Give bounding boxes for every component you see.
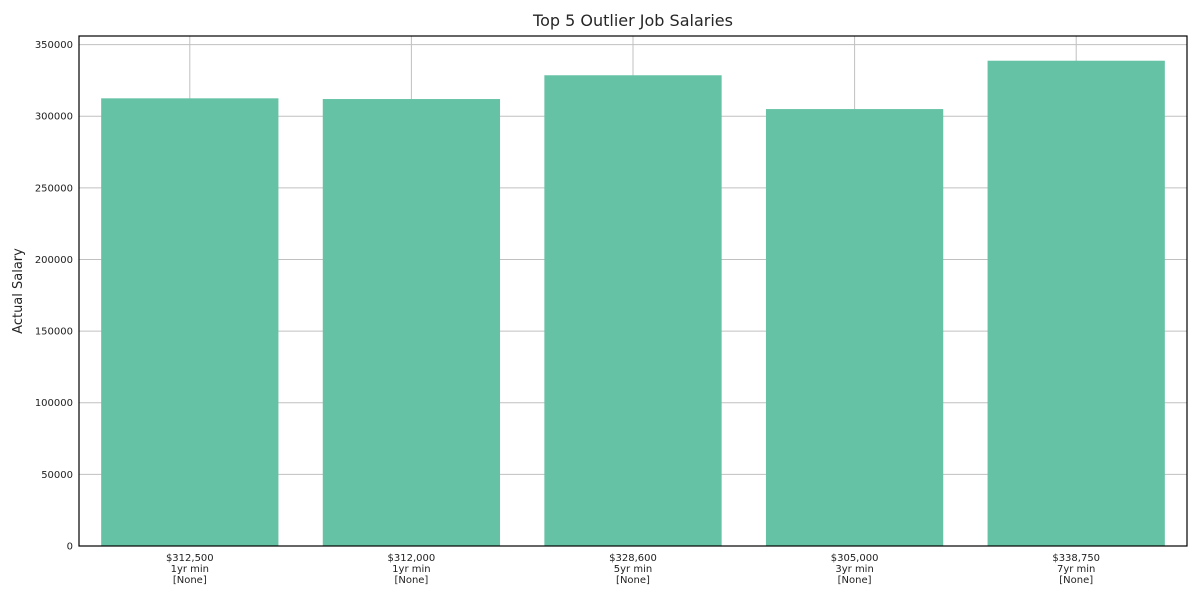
x-tick-label: $328,600 5yr min [None] bbox=[609, 553, 657, 586]
y-tick-label: 0 bbox=[67, 542, 73, 553]
bar bbox=[101, 98, 279, 546]
y-tick-label: 100000 bbox=[35, 398, 73, 409]
y-tick-label: 350000 bbox=[35, 40, 73, 51]
x-tick-label: $305,000 3yr min [None] bbox=[831, 553, 879, 586]
bar bbox=[765, 109, 944, 546]
bar bbox=[544, 75, 722, 546]
y-tick-label: 50000 bbox=[41, 470, 73, 481]
bar bbox=[322, 99, 501, 547]
bars bbox=[101, 60, 1165, 547]
y-tick-label: 200000 bbox=[35, 255, 73, 266]
bar bbox=[987, 60, 1165, 547]
y-tick-label: 150000 bbox=[35, 327, 73, 338]
x-tick-label: $312,000 1yr min [None] bbox=[388, 553, 436, 586]
chart-title: Top 5 Outlier Job Salaries bbox=[532, 11, 733, 30]
x-tick-label: $338,750 7yr min [None] bbox=[1052, 553, 1100, 586]
x-axis-ticks: $312,500 1yr min [None] $312,000 1yr min [Non… bbox=[166, 553, 1100, 586]
y-axis-ticks: 0 50000 100000 150000 200000 250000 300000 3500… bbox=[35, 40, 73, 552]
y-tick-label: 250000 bbox=[35, 183, 73, 194]
y-tick-label: 300000 bbox=[35, 112, 73, 123]
plot-frame bbox=[78, 35, 1188, 547]
y-axis-label: Actual Salary bbox=[11, 248, 26, 334]
x-tick-label: $312,500 1yr min [None] bbox=[166, 553, 214, 586]
